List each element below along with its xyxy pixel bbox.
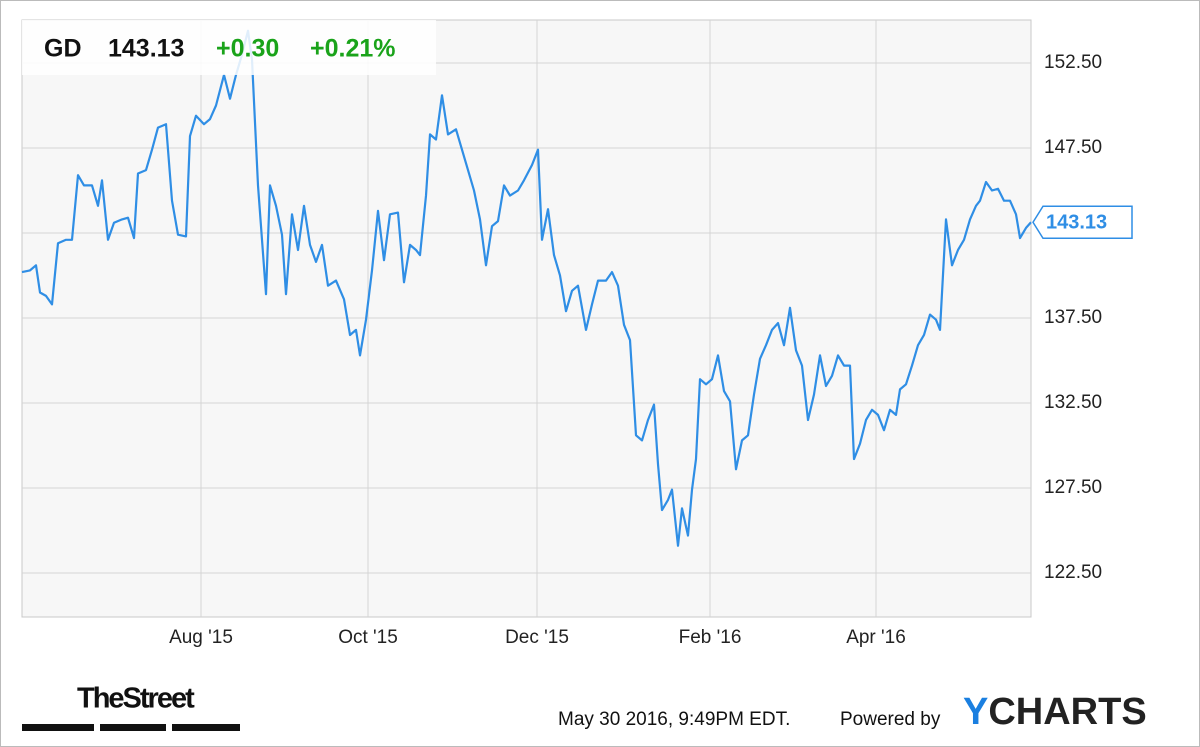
ticker: GD	[44, 35, 82, 63]
y-tick-label: 147.50	[1044, 137, 1102, 158]
header-box	[22, 20, 436, 75]
x-tick-label: Oct '15	[338, 627, 398, 648]
last-value-label: 143.13	[1046, 212, 1107, 234]
ycharts-logo-rest: CHARTS	[988, 691, 1146, 733]
logo-bar	[22, 724, 94, 731]
thestreet-logo: TheStreet	[77, 683, 195, 715]
plot-area	[21, 19, 1032, 618]
change: +0.30	[216, 35, 279, 63]
y-tick-label: 152.50	[1044, 52, 1102, 73]
change-pct: +0.21%	[310, 35, 396, 63]
y-tick-label: 132.50	[1044, 392, 1102, 413]
x-tick-label: Feb '16	[679, 627, 742, 648]
y-tick-label: 137.50	[1044, 307, 1102, 328]
x-tick-label: Apr '16	[846, 627, 906, 648]
timestamp: May 30 2016, 9:49PM EDT.	[558, 709, 790, 730]
y-tick-label: 122.50	[1044, 562, 1102, 583]
logo-bar	[100, 724, 166, 731]
price-line	[21, 29, 1032, 547]
powered-by: Powered by	[840, 709, 941, 730]
x-tick-label: Dec '15	[505, 627, 569, 648]
ycharts-logo-y: Y	[963, 691, 988, 733]
logo-bar	[172, 724, 240, 731]
last-value-tag	[1032, 205, 1133, 240]
price: 143.13	[108, 35, 184, 63]
ycharts-logo: YCHARTS	[963, 691, 1147, 733]
y-tick-label: 127.50	[1044, 477, 1102, 498]
x-tick-label: Aug '15	[169, 627, 233, 648]
